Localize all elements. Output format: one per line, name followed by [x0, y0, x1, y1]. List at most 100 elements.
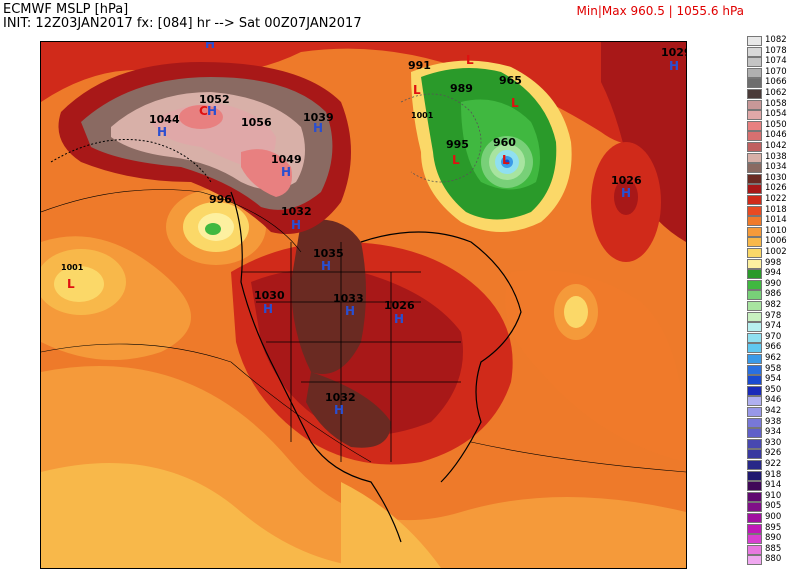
legend-value: 970 — [765, 331, 782, 342]
legend-value: 994 — [765, 268, 782, 279]
high-marker: H — [207, 104, 218, 118]
legend-entry: 1058 — [743, 99, 794, 110]
legend-entry: 885 — [743, 544, 794, 555]
legend-entry: 974 — [743, 321, 794, 333]
legend-value: 1074 — [765, 56, 787, 67]
pressure-label: 1001 — [61, 263, 84, 272]
legend-swatch — [747, 417, 762, 428]
legend-value: 990 — [765, 278, 782, 289]
legend-swatch — [747, 205, 762, 216]
legend-value: 950 — [765, 384, 782, 395]
pressure-label: 1052 — [199, 93, 230, 106]
legend-value: 1066 — [765, 77, 787, 88]
legend-value: 900 — [765, 512, 782, 522]
legend-entry: 1026 — [743, 183, 794, 195]
legend-entry: 926 — [743, 448, 794, 460]
legend-swatch — [747, 513, 762, 523]
legend-entry: 1054 — [743, 109, 794, 121]
legend-value: 918 — [765, 469, 782, 480]
legend-swatch — [747, 142, 762, 152]
pressure-label: 1026 — [384, 299, 415, 312]
pressure-label: 1032 — [325, 391, 356, 404]
legend-value: 938 — [765, 416, 782, 427]
legend-value: 974 — [765, 321, 782, 332]
legend-entry: 1050 — [743, 120, 794, 131]
low-marker: L — [452, 153, 460, 167]
pressure-label: 999 — [459, 42, 478, 44]
legend-entry: 1074 — [743, 56, 794, 68]
high-marker: H — [205, 41, 216, 51]
legend-value: 978 — [765, 310, 782, 321]
low-marker: L — [413, 83, 421, 97]
legend-entry: 1034 — [743, 162, 794, 174]
legend-entry: 962 — [743, 353, 794, 364]
legend-swatch — [747, 502, 762, 513]
legend-swatch — [747, 428, 762, 439]
pressure-label: 1001 — [411, 111, 434, 120]
legend-swatch — [747, 375, 762, 386]
legend-entry: 905 — [743, 501, 794, 513]
legend-entry: 1046 — [743, 130, 794, 142]
legend-entry: 1030 — [743, 173, 794, 184]
legend-entry: 966 — [743, 342, 794, 354]
legend-entry: 946 — [743, 395, 794, 407]
legend-swatch — [747, 258, 762, 269]
legend-swatch — [747, 184, 762, 195]
pressure-legend: 1082 1078 1074 1070 1066 1062 1058 1054 1050 1046… — [743, 35, 794, 566]
pressure-label: 989 — [450, 82, 473, 95]
legend-value: 926 — [765, 448, 782, 459]
legend-value: 962 — [765, 353, 782, 363]
legend-swatch — [747, 290, 762, 301]
legend-swatch — [747, 216, 762, 227]
legend-swatch — [747, 460, 762, 470]
pressure-label: 1056 — [241, 116, 272, 129]
min-max-readout: Min|Max 960.5 | 1055.6 hPa — [576, 4, 744, 18]
legend-swatch — [747, 237, 762, 248]
legend-swatch — [747, 131, 762, 142]
legend-swatch — [747, 36, 762, 46]
legend-swatch — [747, 195, 762, 205]
high-marker: H — [291, 218, 302, 232]
legend-entry: 880 — [743, 554, 794, 566]
high-marker: H — [157, 125, 168, 139]
legend-swatch — [747, 322, 762, 333]
legend-value: 1014 — [765, 215, 787, 226]
legend-value: 1018 — [765, 204, 787, 215]
legend-value: 986 — [765, 289, 782, 300]
high-marker: H — [621, 186, 632, 200]
pressure-label: 1032 — [281, 205, 312, 218]
legend-swatch — [747, 523, 762, 534]
legend-swatch — [747, 534, 762, 545]
legend-swatch — [747, 152, 762, 163]
pressure-label: 1039 — [303, 111, 334, 124]
legend-entry: 1070 — [743, 67, 794, 78]
legend-value: 895 — [765, 522, 782, 533]
legend-value: 1062 — [765, 88, 787, 98]
legend-swatch — [747, 248, 762, 258]
legend-value: 914 — [765, 480, 782, 491]
legend-entry: 1010 — [743, 226, 794, 237]
legend-swatch — [747, 57, 762, 68]
legend-swatch — [747, 120, 762, 131]
legend-swatch — [747, 364, 762, 375]
legend-swatch — [747, 555, 762, 566]
legend-entry: 922 — [743, 459, 794, 470]
pressure-label: 1033 — [333, 292, 364, 305]
pressure-label: 1049 — [271, 153, 302, 166]
legend-entry: 900 — [743, 512, 794, 523]
legend-entry: 994 — [743, 268, 794, 280]
legend-entry: 1014 — [743, 215, 794, 227]
legend-swatch — [747, 89, 762, 99]
legend-entry: 942 — [743, 406, 794, 417]
high-marker: H — [313, 121, 324, 135]
legend-swatch — [747, 163, 762, 174]
legend-value: 905 — [765, 501, 782, 512]
pressure-label: 1026 — [611, 174, 642, 187]
legend-entry: 1038 — [743, 152, 794, 163]
high-marker: H — [321, 259, 332, 273]
legend-entry: 970 — [743, 331, 794, 343]
legend-value: 1054 — [765, 109, 787, 120]
legend-entry: 1078 — [743, 45, 794, 57]
legend-swatch — [747, 449, 762, 460]
legend-value: 1078 — [765, 45, 787, 56]
